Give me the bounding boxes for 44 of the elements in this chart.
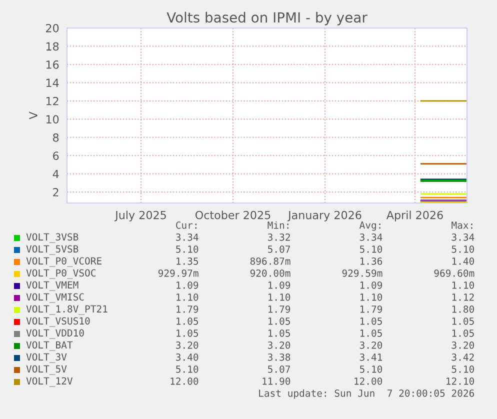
legend-label: VOLT_VMISC — [26, 293, 84, 303]
y-tick-label: 4 — [52, 170, 59, 178]
legend-label: VOLT_1.8V_PT21 — [26, 305, 108, 315]
y-tick-label: 2 — [53, 188, 58, 196]
y-tick-label: 12 — [46, 96, 58, 106]
legend-label: VOLT_P0_VCORE — [26, 257, 102, 267]
legend-label: VOLT_3VSB — [26, 233, 78, 243]
legend-label: VOLT_3V — [26, 353, 67, 363]
y-tick-label: 20 — [46, 24, 59, 32]
text: 1.05 1.05 1.05 1.05 — [176, 329, 474, 337]
y-tick-label: 10 — [46, 115, 59, 124]
text: 1.09 1.09 1.09 1.10 — [176, 281, 474, 289]
legend-label: VOLT_VSUS10 — [26, 317, 90, 327]
x-tick-label: October 2025 — [195, 210, 270, 220]
legend-label: VOLT_VMEM — [26, 281, 78, 291]
x-tick-label: January 2026 — [287, 210, 362, 222]
y-axis-title: V — [29, 112, 38, 120]
legend-label: VOLT_5VSB — [26, 245, 78, 255]
text: 5.10 5.07 5.10 5.10 — [176, 365, 474, 373]
y-tick-label: 14 — [46, 78, 59, 87]
y-tick-label: 8 — [53, 133, 59, 142]
y-tick-label: 6 — [53, 152, 59, 160]
text: 12.00 11.90 12.00 12.10 — [170, 377, 474, 385]
text: 5.10 5.07 5.10 5.10 — [176, 245, 474, 253]
text: 1.10 1.10 1.10 1.12 — [176, 293, 474, 301]
legend-label: VOLT_BAT — [26, 341, 73, 351]
text: 3.34 3.32 3.34 3.34 — [176, 233, 474, 241]
legend-label: VOLT_VDD10 — [26, 329, 84, 339]
text: 1.05 1.05 1.05 1.05 — [176, 317, 474, 325]
text: 1.35 896.87m 1.36 1.40 — [176, 257, 474, 265]
legend-label: VOLT_12V — [26, 377, 73, 387]
x-tick-label: April 2026 — [386, 210, 443, 222]
y-tick-label: 16 — [46, 60, 59, 69]
legend-label: VOLT_P0_VSOC — [26, 269, 96, 279]
chart-title: Volts based on IPMI - by year — [166, 12, 368, 26]
x-tick-label: July 2025 — [114, 210, 166, 222]
y-tick-label: 18 — [46, 42, 59, 51]
text: 3.40 3.38 3.41 3.42 — [176, 353, 474, 361]
text: 929.97m 920.00m 929.59m 969.60m — [158, 269, 474, 277]
text: 3.20 3.20 3.20 3.20 — [176, 341, 474, 349]
text: 1.79 1.79 1.79 1.80 — [176, 305, 474, 313]
legend-label: VOLT_5V — [26, 365, 67, 375]
text: Cur: Min: Avg: Max: — [176, 221, 472, 231]
text: Last update: Sun Jun 7 20:00:05 2026 — [259, 389, 474, 399]
